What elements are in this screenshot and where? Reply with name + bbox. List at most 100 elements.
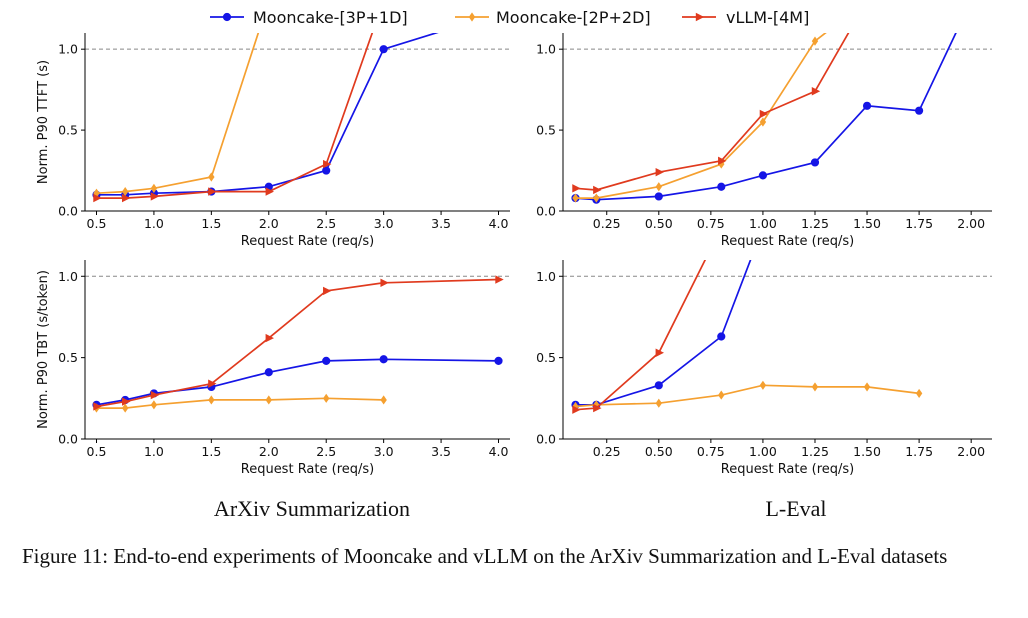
x-tick-label: 2.5 xyxy=(316,444,336,459)
data-point xyxy=(208,187,217,196)
x-tick-label: 0.25 xyxy=(593,444,621,459)
data-point xyxy=(811,382,819,392)
data-point xyxy=(593,185,602,195)
series-line xyxy=(575,260,707,411)
x-tick-label: 4.0 xyxy=(489,216,509,231)
x-tick-label: 2.00 xyxy=(957,216,985,231)
x-tick-label: 0.25 xyxy=(593,216,621,231)
data-point xyxy=(593,403,602,413)
x-tick-label: 3.5 xyxy=(431,216,451,231)
series-line xyxy=(96,358,499,406)
x-tick-label: 2.0 xyxy=(259,216,279,231)
y-axis-label: Norm. P90 TBT (s/token) xyxy=(36,270,51,429)
legend: Mooncake-[3P+1D] Mooncake-[2P+2D] vLLM-[4M… xyxy=(210,8,809,27)
x-axis-label: Request Rate (req/s) xyxy=(721,462,855,477)
data-point xyxy=(655,167,664,177)
data-point xyxy=(266,0,272,5)
x-tick-label: 1.25 xyxy=(801,444,829,459)
data-point xyxy=(864,0,870,5)
x-tick-label: 0.50 xyxy=(645,444,673,459)
data-point xyxy=(572,193,579,203)
x-tick-label: 1.5 xyxy=(201,216,221,231)
legend-label: Mooncake-[3P+1D] xyxy=(253,8,408,27)
data-point xyxy=(323,286,332,296)
legend-item-3: vLLM-[4M] xyxy=(682,8,809,27)
data-point xyxy=(265,395,272,405)
y-tick-label: 0.0 xyxy=(536,432,556,447)
x-tick-label: 1.0 xyxy=(144,444,164,459)
data-point xyxy=(717,332,726,341)
data-point xyxy=(93,402,102,411)
chart-panel-1: 0.5 1.0 1.5 2.0 2.5 3.0 3.5 4.0 0.0 0.5 1.0 Request… xyxy=(36,0,510,249)
y-tick-label: 0.0 xyxy=(58,432,78,447)
series-mooncake-3p-1d- xyxy=(571,260,752,409)
data-point xyxy=(572,184,581,193)
data-point xyxy=(759,380,767,390)
data-point xyxy=(122,403,129,413)
data-point xyxy=(208,379,217,388)
series-mooncake-3p-1d- xyxy=(92,33,439,199)
data-point xyxy=(862,101,872,110)
data-point xyxy=(93,193,102,203)
data-point xyxy=(915,388,923,399)
series-line xyxy=(575,260,752,406)
data-point xyxy=(150,400,158,410)
x-tick-label: 3.5 xyxy=(431,444,451,459)
series-line xyxy=(575,384,920,408)
chart-panel-3: 0.5 1.0 1.5 2.0 2.5 3.0 3.5 4.0 0.0 0.5 1.0 Request… xyxy=(36,260,510,477)
figure-canvas: 0.5 1.0 1.5 2.0 2.5 3.0 3.5 4.0 0.0 0.5 1.0 Request… xyxy=(36,0,992,477)
data-point xyxy=(380,278,389,287)
x-tick-label: 4.0 xyxy=(489,444,509,459)
data-point xyxy=(572,405,581,414)
data-point xyxy=(718,390,725,400)
data-point xyxy=(265,333,274,343)
data-point xyxy=(915,106,924,115)
y-tick-label: 1.0 xyxy=(58,269,78,284)
legend-label: Mooncake-[2P+2D] xyxy=(496,8,651,27)
series-mooncake-3p-1d- xyxy=(92,355,503,409)
data-point xyxy=(759,109,769,119)
data-point xyxy=(495,275,504,284)
data-point xyxy=(655,398,662,408)
series-line xyxy=(96,33,260,195)
legend-marker xyxy=(222,12,232,22)
y-tick-label: 0.0 xyxy=(536,204,556,219)
chart-panel-4: 0.25 0.50 0.75 1.00 1.25 1.50 1.75 2.00 0.0 0.5 1.… xyxy=(536,260,992,477)
series-line xyxy=(96,33,439,196)
data-point xyxy=(379,45,388,54)
data-point xyxy=(322,356,331,365)
series-line xyxy=(96,278,499,408)
x-tick-label: 0.5 xyxy=(87,216,107,231)
data-point xyxy=(150,192,160,201)
y-tick-label: 1.0 xyxy=(58,42,78,57)
x-axis-label: Request Rate (req/s) xyxy=(241,234,375,249)
series-mooncake-3p-1d- xyxy=(571,33,957,204)
series-line xyxy=(96,397,384,409)
data-point xyxy=(758,171,768,180)
data-point xyxy=(122,397,131,406)
data-point xyxy=(863,382,871,392)
series-line xyxy=(96,33,374,199)
data-point xyxy=(494,356,503,365)
x-tick-label: 1.25 xyxy=(801,216,829,231)
x-tick-label: 0.50 xyxy=(645,216,673,231)
legend-item-1: Mooncake-[3P+1D] xyxy=(210,8,408,27)
x-tick-label: 1.50 xyxy=(853,216,881,231)
x-axis-label: Request Rate (req/s) xyxy=(721,234,855,249)
x-tick-label: 2.00 xyxy=(957,444,985,459)
y-tick-label: 0.5 xyxy=(536,123,556,138)
x-tick-label: 1.75 xyxy=(905,444,933,459)
data-point xyxy=(379,355,388,364)
data-point xyxy=(654,192,663,201)
legend-marker xyxy=(695,12,705,22)
data-point xyxy=(811,87,821,96)
x-tick-label: 2.0 xyxy=(259,444,279,459)
data-point xyxy=(380,395,387,405)
x-tick-label: 1.00 xyxy=(749,444,777,459)
x-tick-label: 0.75 xyxy=(697,216,725,231)
chart-panel-2: 0.25 0.50 0.75 1.00 1.25 1.50 1.75 2.00 0.0 0.5 1.… xyxy=(536,0,992,249)
series-vllm-4m- xyxy=(93,33,374,203)
y-tick-label: 0.0 xyxy=(58,204,78,219)
y-axis-label: Norm. P90 TTFT (s) xyxy=(36,60,51,184)
x-tick-label: 3.0 xyxy=(374,216,394,231)
